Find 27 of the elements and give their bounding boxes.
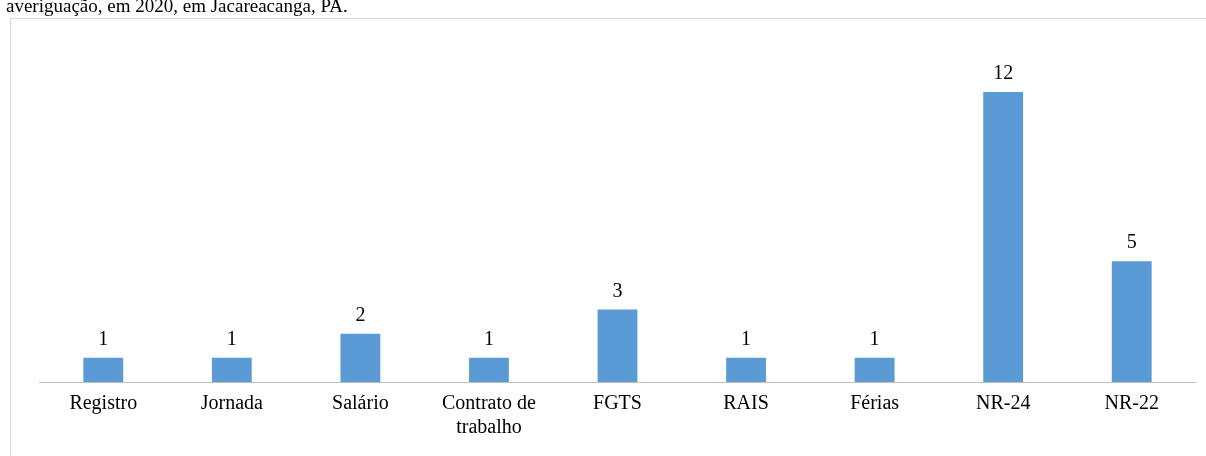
bar bbox=[83, 357, 124, 382]
bar bbox=[469, 357, 509, 382]
data-label: 1 bbox=[98, 327, 109, 350]
x-tick-label: NR-24 bbox=[975, 391, 1031, 414]
x-tick-label: RAIS bbox=[723, 391, 769, 414]
bar bbox=[726, 357, 766, 382]
x-tick-label: FGTS bbox=[593, 391, 642, 414]
bar bbox=[854, 357, 895, 382]
bar bbox=[983, 91, 1024, 382]
bar bbox=[340, 333, 381, 382]
data-label: 2 bbox=[355, 302, 366, 325]
bar bbox=[211, 357, 252, 382]
x-tick-label: Jornada bbox=[200, 391, 264, 414]
data-label: 3 bbox=[612, 278, 623, 301]
data-label: 12 bbox=[993, 61, 1014, 84]
bar bbox=[597, 309, 638, 382]
x-tick-label: NR-22 bbox=[1104, 391, 1159, 414]
data-label: 1 bbox=[869, 327, 880, 350]
data-label: 5 bbox=[1126, 230, 1137, 253]
x-tick-label: Salário bbox=[332, 391, 389, 414]
data-label: 1 bbox=[483, 327, 494, 350]
data-label: 1 bbox=[226, 327, 237, 350]
x-tick-label: Registro bbox=[69, 391, 138, 415]
x-tick-label: Contrato de trabalho bbox=[442, 391, 536, 438]
data-label: 1 bbox=[741, 327, 752, 350]
bar bbox=[1111, 261, 1152, 382]
x-tick-label: Férias bbox=[850, 391, 900, 414]
